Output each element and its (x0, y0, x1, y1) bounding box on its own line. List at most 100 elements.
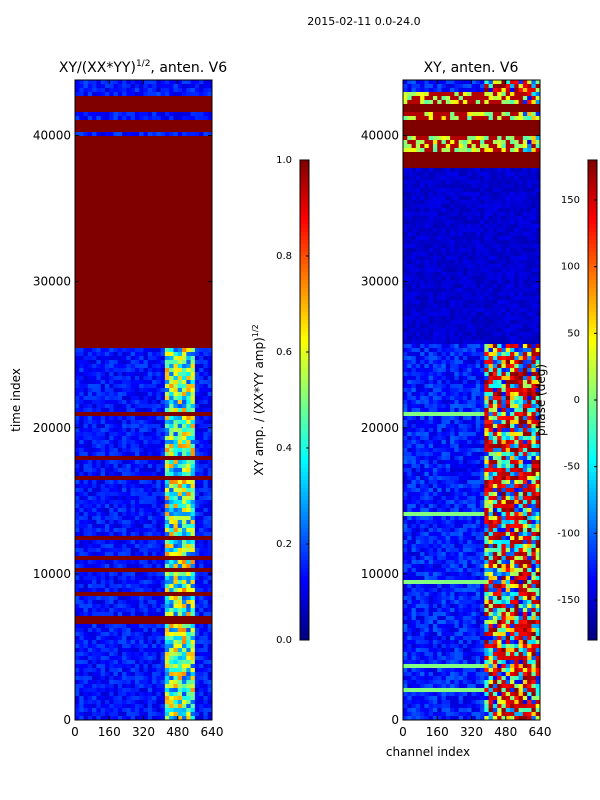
heatmap-cell (143, 452, 149, 457)
heatmap-cell (117, 468, 123, 473)
heatmap-cell (182, 168, 187, 173)
heatmap-cell (87, 200, 93, 205)
heatmap-cell (152, 652, 157, 657)
heatmap-cell (79, 504, 84, 509)
heatmap-cell (169, 604, 174, 609)
heatmap-cell (207, 160, 213, 165)
heatmap-cell (173, 124, 179, 129)
heatmap-cell (194, 392, 200, 397)
heatmap-cell (100, 624, 106, 629)
heatmap-cell (122, 576, 127, 581)
heatmap-cell (194, 128, 200, 133)
heatmap-cell (156, 424, 162, 429)
heatmap-cell (109, 308, 114, 313)
heatmap-cell (83, 700, 89, 705)
heatmap-cell (173, 544, 179, 549)
heatmap-cell (173, 520, 179, 525)
heatmap-cell (139, 584, 144, 589)
heatmap-cell (134, 432, 140, 437)
heatmap-cell (186, 268, 191, 273)
heatmap-cell (152, 452, 157, 457)
heatmap-cell (152, 472, 157, 477)
heatmap-cell (207, 444, 213, 449)
heatmap-cell (87, 692, 93, 697)
heatmap-cell (164, 548, 170, 553)
heatmap-cell (96, 248, 102, 253)
heatmap-cell (182, 280, 187, 285)
heatmap-cell (147, 616, 153, 621)
heatmap-cell (203, 184, 209, 189)
heatmap-cell (160, 412, 166, 417)
heatmap-cell (199, 120, 204, 125)
heatmap-cell (122, 376, 127, 381)
heatmap-cell (122, 512, 127, 517)
heatmap-cell (134, 700, 140, 705)
heatmap-cell (164, 564, 170, 569)
heatmap-cell (87, 324, 93, 329)
heatmap-cell (173, 268, 179, 273)
heatmap-cell (109, 144, 114, 149)
heatmap-cell (139, 192, 144, 197)
heatmap-cell (79, 380, 84, 385)
heatmap-cell (177, 316, 183, 321)
heatmap-cell (122, 380, 127, 385)
heatmap-cell (190, 436, 196, 441)
heatmap-cell (117, 640, 123, 645)
heatmap-cell (194, 508, 200, 513)
heatmap-cell (130, 432, 136, 437)
heatmap-cell (92, 496, 97, 501)
heatmap-cell (130, 544, 136, 549)
heatmap-cell (79, 424, 84, 429)
heatmap-cell (152, 580, 157, 585)
heatmap-cell (156, 352, 162, 357)
heatmap-cell (130, 176, 136, 181)
heatmap-cell (190, 588, 196, 593)
heatmap-cell (177, 268, 183, 273)
heatmap-cell (147, 544, 153, 549)
heatmap-cell (203, 336, 209, 341)
heatmap-cell (152, 240, 157, 245)
heatmap-cell (207, 396, 213, 401)
heatmap-cell (152, 700, 157, 705)
heatmap-cell (130, 620, 136, 625)
heatmap-cell (79, 440, 84, 445)
heatmap-cell (75, 232, 80, 237)
heatmap-cell (156, 620, 162, 625)
heatmap-cell (83, 228, 89, 233)
heatmap-cell (130, 188, 136, 193)
heatmap-cell (160, 580, 166, 585)
heatmap-cell (134, 460, 140, 465)
heatmap-cell (190, 316, 196, 321)
heatmap-cell (104, 632, 110, 637)
heatmap-cell (87, 240, 93, 245)
heatmap-cell (134, 572, 140, 577)
heatmap-cell (156, 172, 162, 177)
heatmap-cell (143, 560, 149, 565)
heatmap-cell (139, 476, 144, 481)
heatmap-cell (194, 320, 200, 325)
heatmap-cell (104, 408, 110, 413)
heatmap-cell (156, 164, 162, 169)
heatmap-cell (134, 200, 140, 205)
heatmap-cell (156, 432, 162, 437)
heatmap-cell (173, 552, 179, 557)
heatmap-cell (160, 388, 166, 393)
heatmap-cell (130, 168, 136, 173)
heatmap-cell (160, 348, 166, 353)
heatmap-cell (164, 272, 170, 277)
heatmap-cell (87, 500, 93, 505)
heatmap-cell (199, 448, 204, 453)
heatmap-cell (152, 604, 157, 609)
heatmap-cell (79, 152, 84, 157)
heatmap-cell (207, 516, 213, 521)
heatmap-cell (96, 616, 102, 621)
heatmap-cell (164, 524, 170, 529)
heatmap-cell (182, 208, 187, 213)
heatmap-cell (190, 300, 196, 305)
heatmap-cell (164, 244, 170, 249)
heatmap-cell (83, 548, 89, 553)
heatmap-cell (96, 520, 102, 525)
heatmap-cell (96, 388, 102, 393)
heatmap-cell (83, 224, 89, 229)
heatmap-cell (130, 232, 136, 237)
